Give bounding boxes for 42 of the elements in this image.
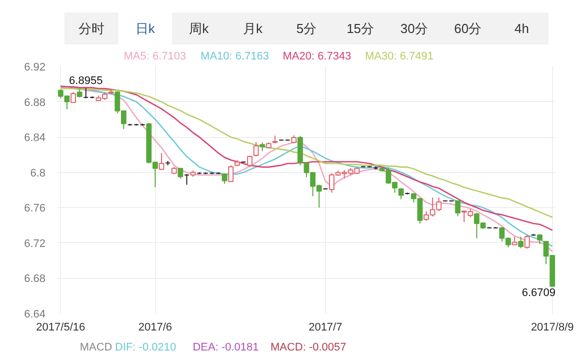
text: 60分 — [454, 21, 482, 36]
candlestick — [70, 92, 76, 104]
y-tick-label: 6.76 — [24, 202, 46, 215]
y-tick-label: 6.72 — [24, 238, 46, 250]
text: MACD — [80, 342, 112, 354]
x-tick-label: 2017/7 — [308, 322, 342, 334]
y-tick-label: 6.88 — [24, 96, 46, 109]
text: 5分 — [296, 21, 317, 36]
text: MA30: 6.7491 — [364, 50, 434, 62]
y-tick-label: 6.8 — [30, 167, 46, 180]
candlestick — [253, 141, 259, 157]
candlestick — [524, 234, 530, 250]
text: 15分 — [346, 21, 374, 36]
text: DEA: -0.0181 — [192, 342, 259, 354]
text: 日k — [135, 21, 156, 36]
text: 分时 — [78, 21, 104, 36]
text: 周k — [189, 21, 210, 36]
text: 月k — [242, 21, 263, 36]
text: MACD: -0.0057 — [270, 342, 346, 354]
candlestick — [518, 236, 524, 249]
text: 30分 — [400, 21, 428, 36]
candlestick — [398, 188, 404, 200]
candlestick — [228, 164, 234, 183]
y-tick-label: 6.68 — [24, 273, 46, 286]
text: MA10: 6.7163 — [200, 50, 270, 62]
x-tick-label: 2017/8/9 — [530, 322, 574, 334]
text: 4h — [514, 21, 529, 36]
candlestick — [158, 152, 164, 170]
text: DIF: -0.0210 — [114, 342, 176, 354]
x-tick-label: 2017/5/16 — [36, 322, 86, 334]
text: MA20: 6.7343 — [282, 50, 352, 62]
y-tick-label: 6.84 — [24, 132, 46, 144]
candlestick — [455, 200, 460, 217]
text: MA5: 6.7103 — [124, 50, 186, 62]
y-tick-label: 6.64 — [24, 308, 46, 320]
candlestick — [247, 155, 252, 168]
annotation: 6.8955 — [69, 75, 103, 88]
y-tick-label: 6.92 — [24, 62, 46, 74]
x-tick-label: 2017/6 — [138, 322, 172, 334]
candlestick — [222, 172, 228, 184]
annotation: 6.6709 — [522, 287, 556, 300]
candlestick — [537, 234, 542, 245]
